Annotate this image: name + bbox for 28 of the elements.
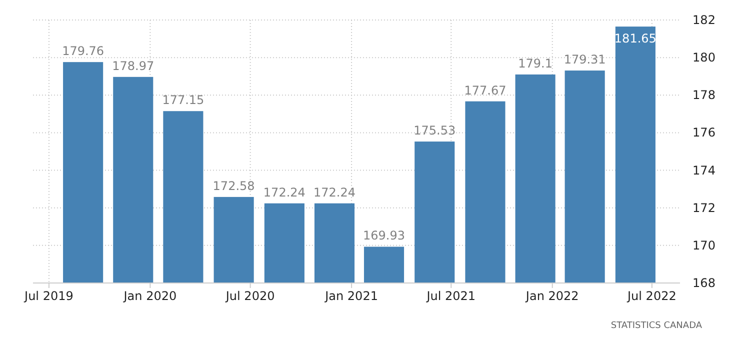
data-label: 177.15: [162, 93, 204, 108]
data-label: 179.1: [518, 56, 552, 70]
y-tick-label: 176: [692, 126, 716, 140]
data-label: 172.24: [263, 185, 306, 200]
data-label: 177.67: [464, 83, 506, 98]
y-tick-label: 174: [692, 163, 716, 178]
y-tick-label: 168: [692, 276, 716, 290]
y-tick-label: 178: [692, 88, 716, 102]
data-label: 179.76: [62, 44, 104, 58]
data-label: 179.31: [564, 52, 606, 67]
x-tick-label: Jan 2021: [324, 289, 378, 303]
data-label: 172.24: [313, 185, 356, 200]
data-label: 175.53: [414, 124, 456, 138]
x-tick-label: Jul 2019: [24, 289, 74, 303]
x-tick-label: Jul 2022: [626, 289, 676, 303]
data-label: 172.58: [212, 178, 255, 193]
x-tick-label: Jan 2020: [122, 289, 177, 303]
x-tick-label: Jul 2021: [426, 289, 476, 303]
text: STATISTICS CANADA: [610, 321, 703, 331]
data-label: 181.65: [614, 32, 656, 46]
x-tick-label: Jul 2020: [224, 289, 275, 303]
data-label: 178.97: [112, 58, 154, 73]
y-tick-label: 170: [692, 238, 716, 252]
y-tick-label: 180: [692, 50, 716, 65]
x-tick-label: Jan 2022: [524, 289, 579, 303]
y-tick-label: 172: [692, 200, 716, 215]
y-tick-label: 182: [692, 13, 716, 27]
data-label: 169.93: [363, 228, 406, 243]
